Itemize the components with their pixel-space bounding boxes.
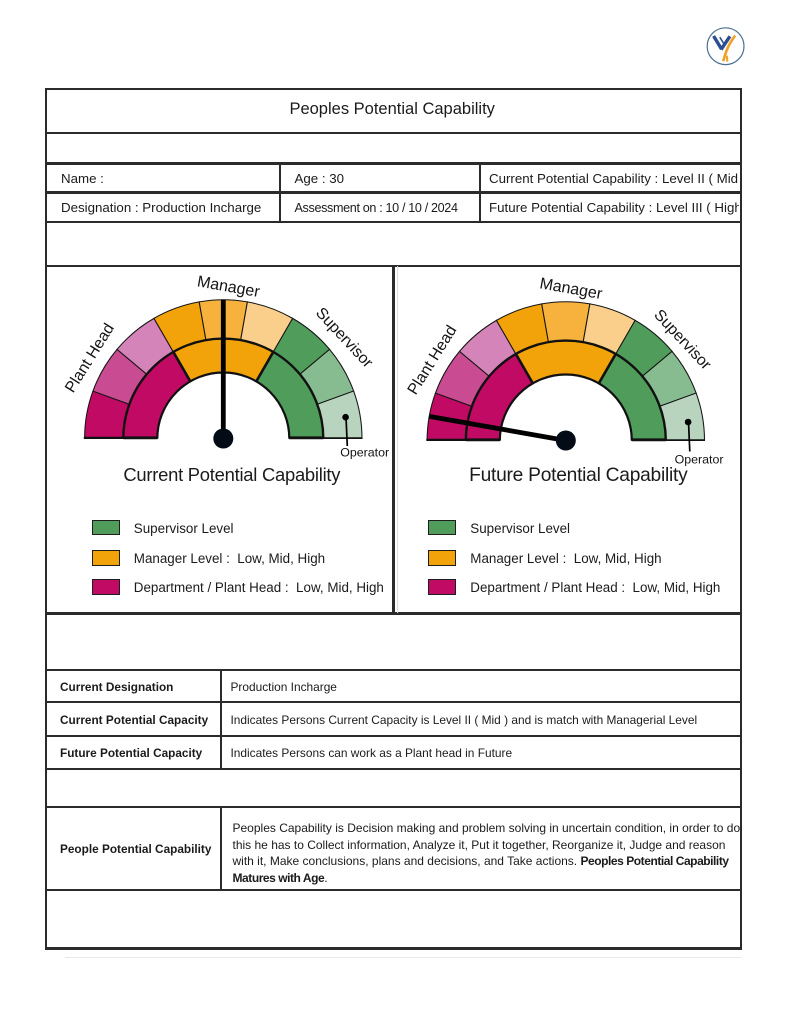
svg-text:Manager: Manager — [538, 275, 604, 303]
svg-text:Operator: Operator — [340, 446, 389, 460]
svg-text:Manager: Manager — [196, 273, 262, 301]
svg-text:Operator: Operator — [675, 452, 724, 466]
